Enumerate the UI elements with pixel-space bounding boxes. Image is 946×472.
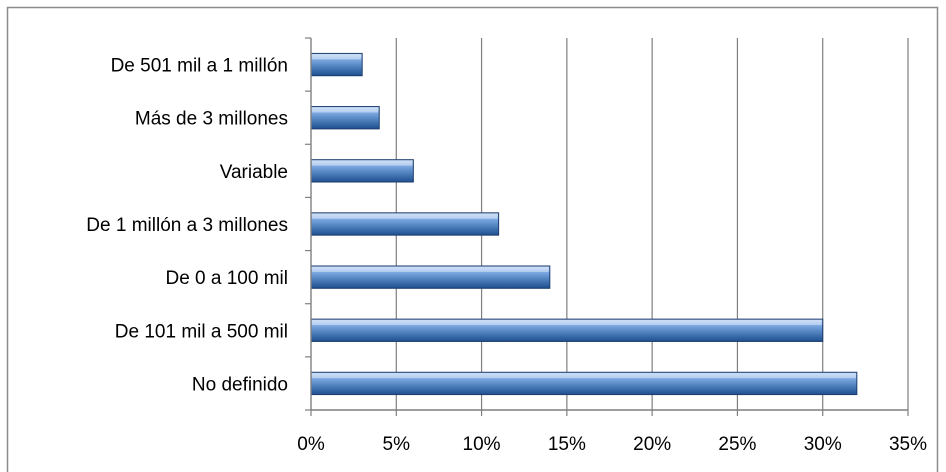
x-tick-label: 10% bbox=[463, 434, 501, 455]
bar-highlight bbox=[312, 266, 549, 272]
bar-highlight bbox=[312, 160, 413, 166]
x-tick-label: 5% bbox=[383, 434, 411, 455]
category-label: De 101 mil a 500 mil bbox=[115, 321, 288, 342]
category-label: De 501 mil a 1 millón bbox=[111, 56, 288, 77]
gridlines bbox=[395, 38, 909, 410]
x-tick-label: 0% bbox=[297, 434, 325, 455]
x-tick-label: 20% bbox=[633, 434, 671, 455]
category-label: No definido bbox=[192, 374, 288, 395]
bars bbox=[310, 52, 858, 396]
category-label: De 1 millón a 3 millones bbox=[86, 215, 288, 236]
category-labels: De 501 mil a 1 millón Más de 3 millones Va… bbox=[86, 56, 288, 396]
category-label: De 0 a 100 mil bbox=[165, 268, 288, 289]
x-tick-label: 15% bbox=[548, 434, 586, 455]
axes bbox=[305, 37, 909, 416]
chart-border bbox=[6, 6, 939, 472]
x-tick-label: 25% bbox=[718, 434, 756, 455]
bar-highlight bbox=[312, 213, 498, 219]
category-label: Variable bbox=[220, 162, 288, 183]
category-label: Más de 3 millones bbox=[135, 109, 288, 130]
bar-highlight bbox=[312, 320, 822, 326]
x-tick-labels: 0% 5% 10% 15% 20% 25% 30% 35% bbox=[297, 434, 927, 455]
bar-highlight bbox=[312, 54, 362, 60]
bar-highlight bbox=[312, 107, 379, 113]
x-tick-label: 30% bbox=[804, 434, 842, 455]
x-tick-label: 35% bbox=[889, 434, 927, 455]
bar-highlight bbox=[312, 373, 856, 379]
